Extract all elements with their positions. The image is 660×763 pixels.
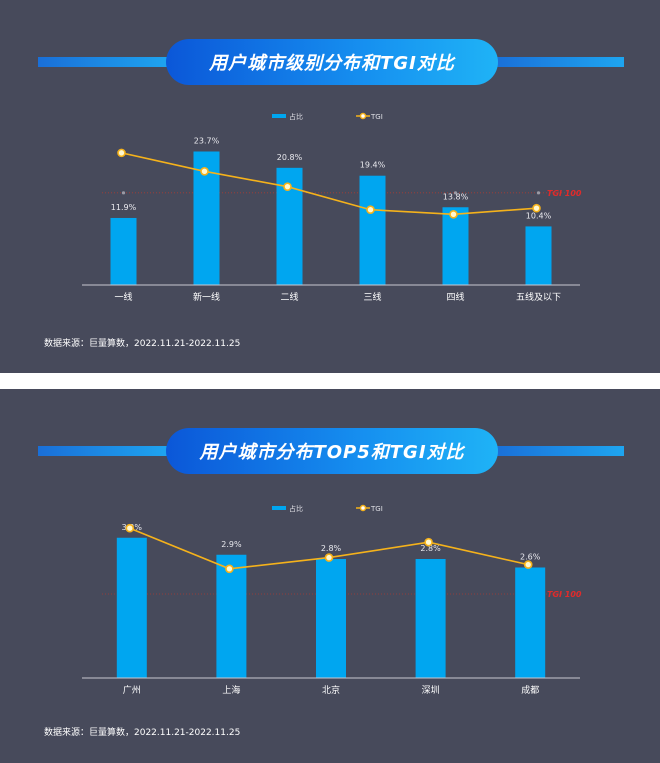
data-label: 23.7% (194, 136, 220, 145)
tgi-point (424, 537, 433, 547)
x-tick-label: 四线 (446, 291, 464, 303)
tgi-point (449, 210, 458, 219)
legend-label-line: TGI (370, 113, 383, 121)
bar-上海 (216, 554, 247, 678)
reference-label: TGI 100 (547, 590, 582, 599)
reference-label: TGI 100 (547, 189, 582, 198)
bar-四线 (442, 207, 469, 285)
x-tick-label: 深圳 (422, 685, 440, 696)
data-label: 11.9% (111, 203, 137, 212)
bar-广州 (116, 537, 147, 678)
bar-一线 (110, 217, 137, 285)
reference-dot (453, 191, 458, 195)
x-tick-label: 一线 (114, 291, 132, 303)
x-tick-label: 广州 (123, 684, 141, 696)
title-decoration-right (494, 57, 624, 67)
chart-title: 用户城市分布TOP5和TGI对比 (166, 428, 498, 474)
reference-dot (536, 191, 541, 195)
data-label: 2.6% (520, 553, 541, 562)
title-decoration-left (38, 446, 170, 456)
source-note: 数据来源：巨量算数，2022.11.21-2022.11.25 (44, 339, 241, 349)
x-tick-label: 新一线 (193, 291, 220, 303)
title-decoration-left (38, 57, 170, 67)
legend-label-bar: 占比 (289, 112, 303, 121)
legend-marker-line (359, 112, 367, 120)
bar-五线及以下 (525, 226, 552, 285)
x-tick-label: 北京 (322, 684, 340, 696)
data-label: 13.8% (443, 192, 469, 201)
source-note: 数据来源：巨量算数，2022.11.21-2022.11.25 (44, 728, 241, 738)
legend-swatch-bar (272, 114, 286, 118)
x-tick-label: 二线 (280, 291, 298, 303)
tgi-point (225, 564, 234, 574)
tgi-point (532, 203, 541, 213)
bar-成都 (515, 567, 546, 678)
legend-swatch-bar (272, 506, 286, 510)
legend: 占比 TGI (272, 504, 383, 513)
bar-深圳 (415, 559, 446, 678)
bar-北京 (316, 559, 346, 678)
tgi-point (117, 148, 126, 158)
data-label: 20.8% (277, 153, 303, 162)
city-tier-chart: 占比 TGI TGI 100 11.9% 23.7% 20.8% 19.4% 13.8% 10.… (82, 112, 582, 303)
tgi-point (125, 523, 135, 533)
tgi-line (121, 152, 537, 216)
legend-label-line: TGI (370, 505, 383, 513)
data-label: 19.4% (360, 161, 386, 170)
data-label: 2.8% (420, 544, 441, 553)
x-tick-label: 上海 (222, 684, 240, 696)
tgi-point (200, 167, 209, 176)
x-tick-label: 成都 (521, 684, 539, 696)
chart-panel-city-tier: 用户城市级别分布和TGI对比 占比 TGI TGI 100 11.9% 23.7% 20.… (0, 0, 660, 373)
x-tick-label: 三线 (363, 291, 381, 303)
legend-marker-line (359, 504, 367, 512)
reference-dot (121, 191, 126, 195)
x-tick-label: 五线及以下 (516, 291, 561, 303)
tgi-point (366, 205, 375, 215)
bar-三线 (359, 175, 386, 285)
chart-title: 用户城市级别分布和TGI对比 (166, 39, 498, 85)
tgi-point (283, 182, 292, 191)
data-label: 2.9% (221, 540, 242, 549)
tgi-point (523, 560, 533, 569)
title-decoration-right (494, 446, 624, 456)
data-label: 10.4% (526, 211, 552, 220)
tgi-point (324, 553, 334, 562)
data-label: 2.8% (321, 544, 342, 553)
legend-label-bar: 占比 (289, 504, 303, 513)
legend: 占比 TGI (272, 112, 383, 121)
